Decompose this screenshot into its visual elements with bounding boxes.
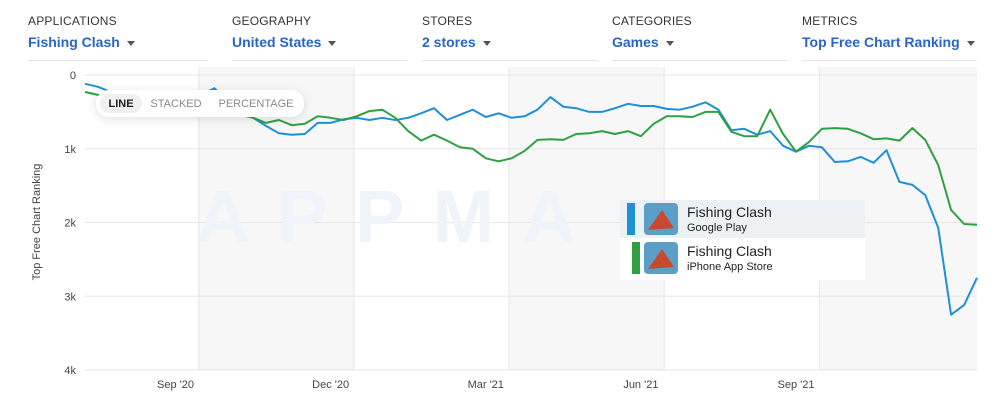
- y-tick-label: 3k: [64, 291, 76, 303]
- filter[interactable]: APPLICATIONS Fishing Clash: [28, 14, 208, 61]
- filter-label: STORES: [422, 14, 473, 28]
- y-tick-label: 4k: [64, 365, 76, 377]
- view-toggle: [96, 90, 304, 117]
- filter-label: CATEGORIES: [612, 14, 692, 28]
- filter-label: METRICS: [802, 14, 858, 28]
- legend-store: iPhone App Store: [687, 261, 773, 273]
- legend-store: Google Play: [687, 222, 747, 234]
- filter[interactable]: CATEGORIES Games: [612, 14, 787, 61]
- filter-label: APPLICATIONS: [28, 14, 117, 28]
- active-mode: [100, 94, 142, 113]
- filter-value[interactable]: 2 stores: [422, 34, 597, 50]
- x-tick-label: Dec '20: [312, 379, 349, 391]
- legend-name: Fishing Clash: [687, 204, 772, 220]
- filter-value[interactable]: Top Free Chart Ranking: [802, 34, 977, 50]
- x-tick-label: Mar '21: [468, 379, 504, 391]
- y-tick-label: 1k: [64, 144, 76, 156]
- filter[interactable]: METRICS Top Free Chart Ranking: [802, 14, 977, 61]
- y-tick-label: 0: [70, 70, 76, 82]
- app-icon-art: [648, 249, 674, 269]
- legend-swatch: [627, 203, 635, 235]
- filter[interactable]: GEOGRAPHY United States: [232, 14, 407, 61]
- y-axis-label: Top Free Chart Ranking: [31, 164, 43, 281]
- filter-value[interactable]: United States: [232, 34, 407, 50]
- filter-label: GEOGRAPHY: [232, 14, 312, 28]
- x-tick-label: Sep '20: [157, 379, 194, 391]
- app-icon-art: [648, 210, 674, 230]
- mode-button[interactable]: LINE: [108, 98, 133, 110]
- watermark: APPMA: [196, 175, 603, 258]
- mode-button[interactable]: STACKED: [150, 98, 201, 110]
- x-tick-label: Sep '21: [778, 379, 815, 391]
- legend-name: Fishing Clash: [687, 243, 772, 259]
- mode-button[interactable]: PERCENTAGE: [219, 98, 294, 110]
- y-tick-label: 2k: [64, 218, 76, 230]
- filter[interactable]: STORES 2 stores: [422, 14, 597, 61]
- legend-swatch: [632, 242, 640, 274]
- filter-value[interactable]: Fishing Clash: [28, 34, 208, 50]
- x-tick-label: Jun '21: [623, 379, 658, 391]
- filter-value[interactable]: Games: [612, 34, 787, 50]
